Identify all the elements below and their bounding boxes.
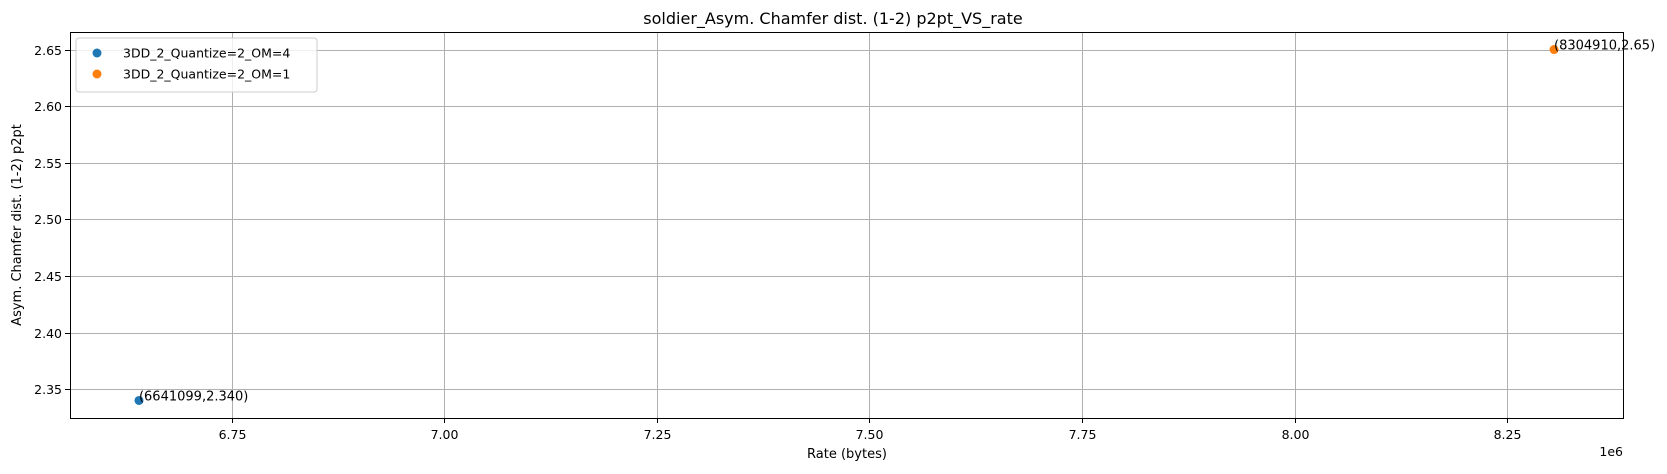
legend-marker xyxy=(92,69,102,79)
y-tick-label: 2.45 xyxy=(34,269,62,284)
point-annotation: (8304910,2.65) xyxy=(1554,39,1655,54)
x-tick-label: 8.25 xyxy=(1494,427,1522,442)
scatter-point xyxy=(134,395,144,405)
axis-ticks: 6.75 7.00 7.25 7.50 7.75 8.00 8.25 2.35 2.40 2.45… xyxy=(34,43,1521,442)
data-points: (6641099,2.340) (8304910,2.65) xyxy=(134,39,1655,405)
x-tick-label: 6.75 xyxy=(219,427,247,442)
y-tick-label: 2.40 xyxy=(34,326,62,341)
x-tick-label: 8.00 xyxy=(1282,427,1310,442)
x-tick-label: 7.75 xyxy=(1069,427,1097,442)
x-tick-label: 7.00 xyxy=(431,427,459,442)
scatter-point xyxy=(1549,45,1559,55)
x-axis-label: Rate (bytes) xyxy=(807,447,887,462)
y-axis-label: Asym. Chamfer dist. (1-2) p2pt xyxy=(10,124,25,326)
legend-entry: 3DD_2_Quantize=2_OM=1 xyxy=(123,67,290,82)
x-tick-label: 7.50 xyxy=(856,427,884,442)
legend-box xyxy=(75,37,318,93)
point-annotation: (6641099,2.340) xyxy=(139,389,248,404)
y-tick-label: 2.50 xyxy=(34,212,62,227)
y-tick-label: 2.35 xyxy=(34,382,62,397)
y-tick-label: 2.55 xyxy=(34,156,62,171)
plot-frame xyxy=(70,32,1624,419)
x-axis-offset-label: 1e6 xyxy=(1599,444,1623,459)
y-tick-label: 2.60 xyxy=(34,99,62,114)
y-tick-label: 2.65 xyxy=(34,43,62,58)
legend-entry: 3DD_2_Quantize=2_OM=4 xyxy=(123,46,290,61)
legend: 3DD_2_Quantize=2_OM=4 3DD_2_Quantize=2_OM… xyxy=(75,37,318,93)
legend-marker xyxy=(92,48,102,58)
grid-lines xyxy=(70,32,1623,418)
chart-title: soldier_Asym. Chamfer dist. (1-2) p2pt_V… xyxy=(643,9,1022,29)
x-tick-label: 7.25 xyxy=(644,427,672,442)
